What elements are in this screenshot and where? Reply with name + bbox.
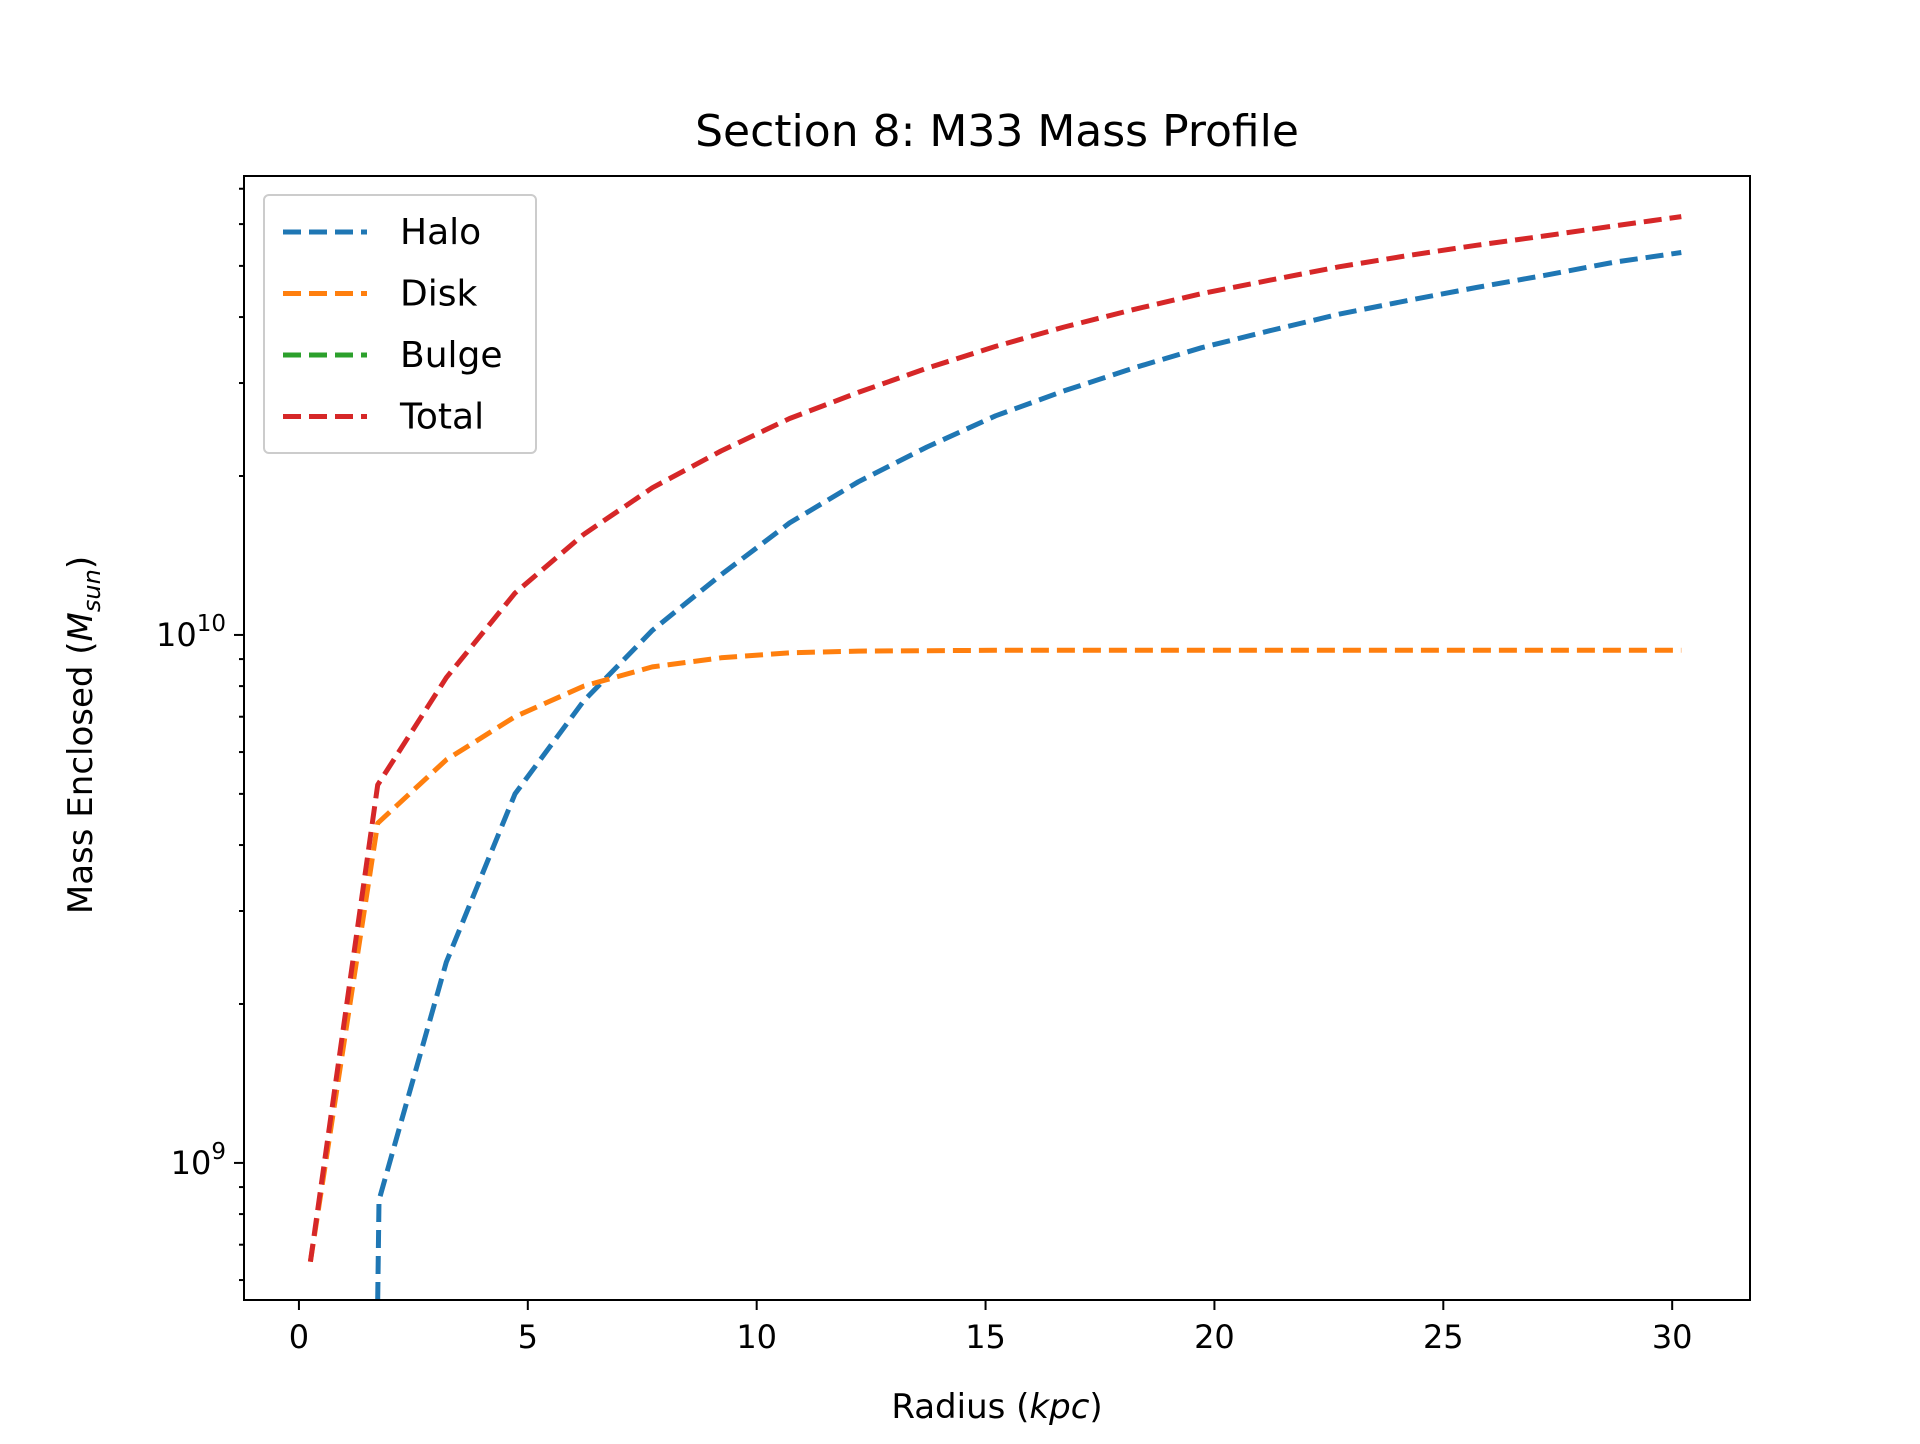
x-tick-label: 20	[1194, 1318, 1235, 1356]
x-axis-title: Radius (kpc)	[891, 1387, 1102, 1427]
legend-label-halo: Halo	[400, 212, 481, 253]
y-axis-title-italic: M	[61, 612, 101, 641]
legend-frame	[263, 194, 537, 454]
legend-label-bulge: Bulge	[400, 335, 503, 376]
x-tick-label: 0	[289, 1318, 309, 1356]
y-tick-label-base: 10	[171, 1144, 212, 1182]
x-axis-title-text: Radius (	[891, 1387, 1029, 1427]
x-axis-title-italic: kpc	[1029, 1387, 1089, 1427]
y-tick-label: 1010	[156, 611, 226, 654]
x-tick-label: 10	[736, 1318, 777, 1356]
series-line-total	[307, 214, 1682, 1263]
series-line-halo	[375, 250, 1682, 1300]
series-line-disk	[307, 647, 1682, 1263]
chart-title: Section 8: M33 Mass Profile	[695, 106, 1299, 157]
x-axis-title-close: )	[1089, 1387, 1102, 1427]
plot-area	[307, 214, 1682, 1300]
y-tick-label: 109	[171, 1139, 226, 1182]
legend-label-total: Total	[399, 397, 484, 438]
x-tick-label: 30	[1652, 1318, 1693, 1356]
x-tick-label: 25	[1423, 1318, 1464, 1356]
plot-frame	[243, 175, 1751, 1301]
y-tick-label-base: 10	[156, 616, 197, 654]
legend-label-disk: Disk	[400, 274, 477, 315]
y-axis-title-close: )	[61, 556, 101, 569]
y-axis-title-subscript: sun	[78, 569, 106, 612]
x-tick-label: 15	[965, 1318, 1006, 1356]
y-axis-title-text: Mass Enclosed (	[61, 641, 101, 914]
y-axis-title: Mass Enclosed (Msun)	[61, 556, 106, 914]
legend: Halo Disk Bulge Total	[263, 194, 537, 454]
y-tick-label-exponent: 9	[211, 1139, 226, 1165]
x-tick-label: 5	[518, 1318, 538, 1356]
y-tick-label-exponent: 10	[197, 611, 226, 637]
